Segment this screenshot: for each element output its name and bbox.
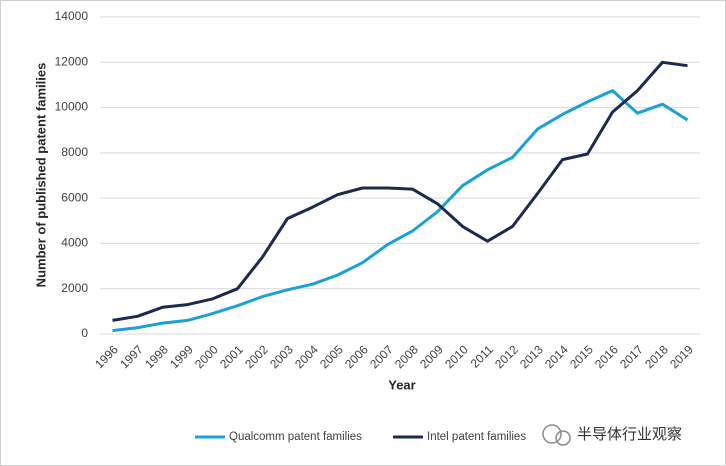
y-tick-label: 0 xyxy=(81,326,88,340)
legend-item: Intel patent families xyxy=(393,431,526,443)
series-line xyxy=(112,60,688,322)
y-tick-label: 12000 xyxy=(55,54,89,68)
x-axis-title: Year xyxy=(388,377,415,392)
y-tick-label: 4000 xyxy=(61,236,88,250)
watermark: 半导体行业观察 xyxy=(542,424,682,446)
y-tick-label: 6000 xyxy=(61,190,88,204)
watermark-text: 半导体行业观察 xyxy=(577,425,682,443)
y-tick-label: 8000 xyxy=(61,145,88,159)
y-axis-title: Number of published patent families xyxy=(33,63,48,288)
y-tick-label: 2000 xyxy=(61,281,88,295)
legend-item: Qualcomm patent families xyxy=(195,431,362,443)
y-tick-label: 14000 xyxy=(55,9,89,23)
watermark-icon xyxy=(542,424,562,444)
y-tick-label: 10000 xyxy=(55,100,89,114)
legend-label: Intel patent families xyxy=(427,431,526,443)
series-line xyxy=(112,89,689,333)
legend-label: Qualcomm patent families xyxy=(229,431,362,443)
watermark-icon xyxy=(555,430,571,446)
